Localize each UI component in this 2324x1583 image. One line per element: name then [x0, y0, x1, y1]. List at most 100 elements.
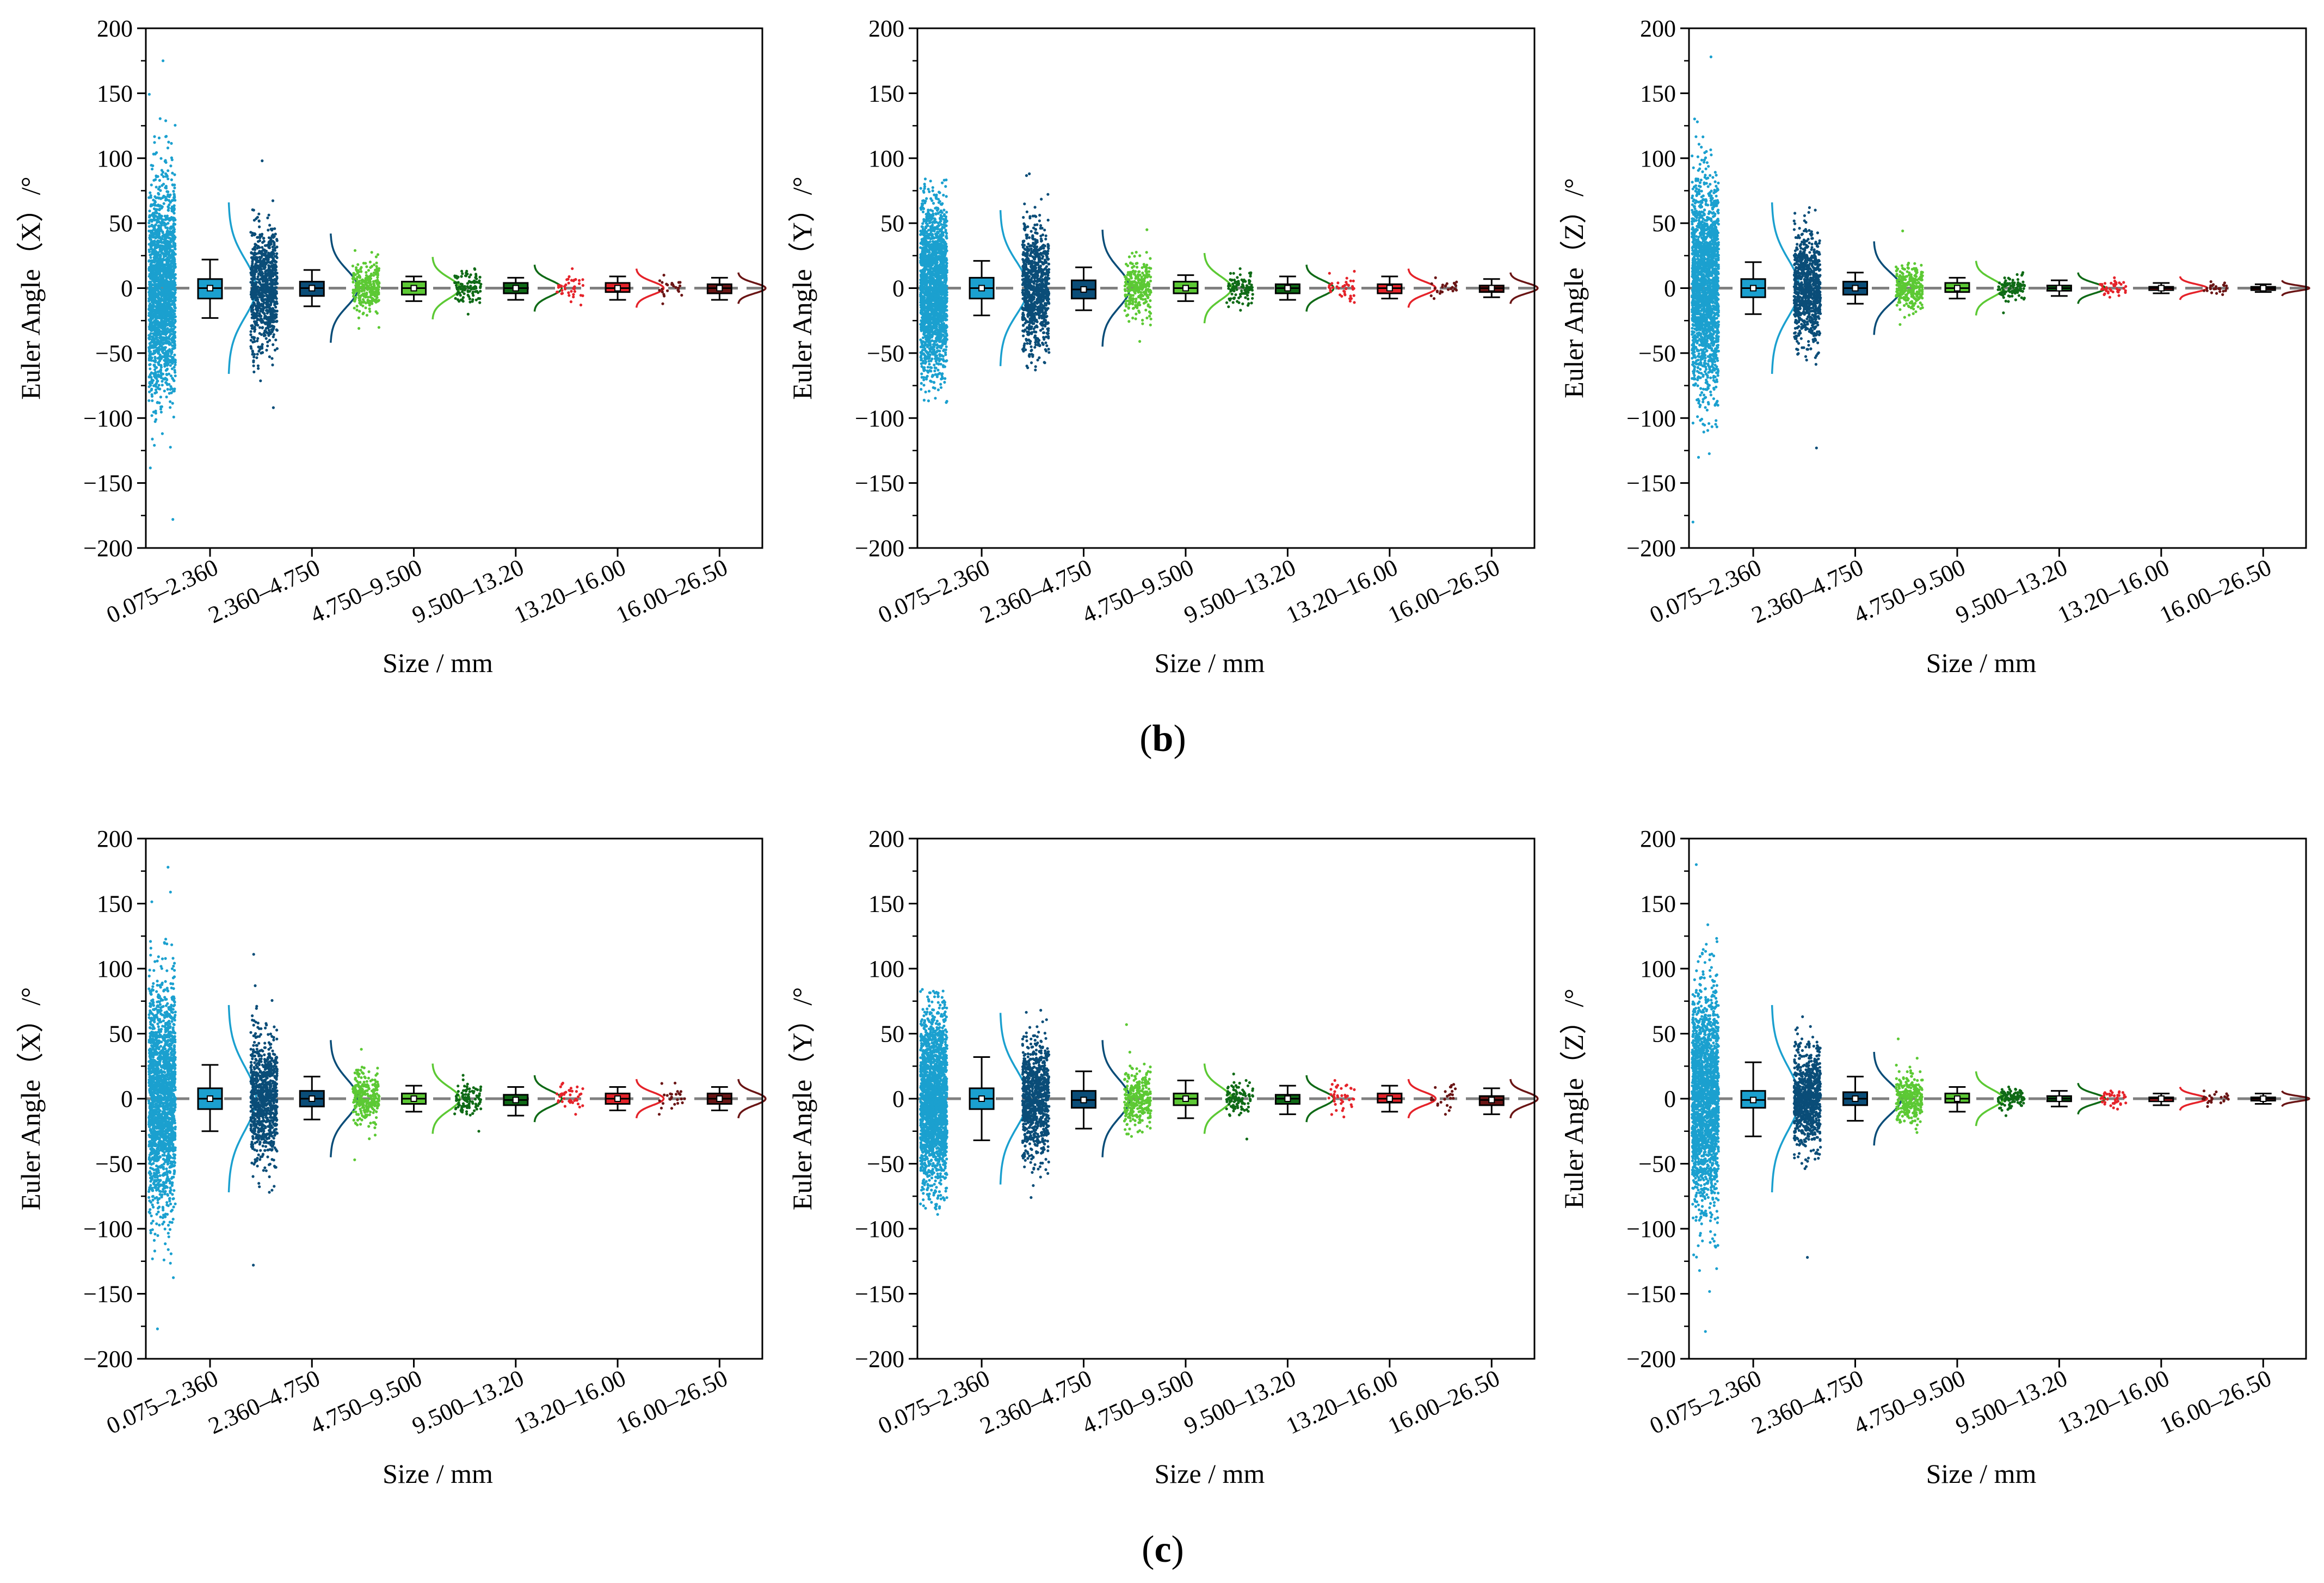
data-point — [169, 446, 172, 449]
data-point — [165, 175, 169, 178]
data-point — [148, 342, 151, 345]
data-point — [468, 290, 471, 293]
data-point — [261, 351, 264, 354]
data-point — [352, 272, 356, 275]
data-point — [273, 260, 276, 263]
data-point — [463, 285, 466, 288]
data-point — [168, 258, 171, 262]
data-point — [922, 352, 925, 355]
data-point — [355, 278, 359, 281]
data-point — [364, 276, 368, 280]
y-tick-label: 0 — [121, 275, 133, 302]
data-point — [266, 305, 269, 309]
data-point — [935, 343, 939, 346]
mean-marker — [309, 285, 316, 292]
data-point — [147, 259, 151, 262]
data-point — [928, 251, 931, 254]
data-point — [172, 241, 175, 244]
data-point — [570, 290, 573, 293]
data-point — [155, 229, 158, 232]
data-point — [155, 151, 158, 155]
data-point — [376, 253, 380, 256]
data-point — [173, 305, 176, 309]
data-point — [564, 287, 567, 291]
data-point — [581, 294, 584, 298]
data-point — [365, 265, 368, 268]
data-point — [473, 268, 477, 271]
data-point — [467, 295, 471, 298]
data-point — [171, 249, 175, 252]
data-point — [164, 236, 167, 239]
data-point — [162, 299, 165, 303]
data-point — [158, 311, 162, 315]
data-point — [661, 291, 664, 294]
data-point — [251, 350, 255, 354]
mean-marker — [716, 285, 723, 292]
data-point — [147, 399, 151, 402]
data-point — [258, 286, 262, 290]
data-point — [557, 286, 560, 289]
data-point — [153, 356, 157, 360]
data-point — [165, 330, 168, 334]
data-point — [366, 285, 369, 288]
data-point — [270, 357, 274, 360]
data-point — [147, 348, 151, 351]
y-tick-label: −100 — [83, 405, 133, 432]
data-point — [172, 322, 175, 325]
data-point — [275, 256, 279, 260]
data-point — [155, 315, 158, 318]
data-point — [272, 252, 275, 255]
data-point — [159, 405, 163, 409]
data-point — [147, 221, 151, 225]
data-point — [168, 203, 171, 206]
data-point — [273, 244, 276, 247]
data-point — [933, 366, 936, 369]
data-point — [147, 325, 151, 329]
data-point — [155, 246, 158, 249]
data-point — [365, 313, 369, 317]
data-point — [169, 218, 172, 221]
data-point — [355, 309, 359, 312]
data-point — [357, 295, 361, 298]
data-point — [161, 261, 164, 264]
data-point — [155, 250, 158, 253]
data-point — [162, 288, 165, 291]
data-point — [157, 296, 160, 299]
data-point — [167, 281, 170, 284]
data-point — [474, 276, 477, 279]
data-point — [162, 290, 165, 294]
data-point — [250, 293, 253, 297]
data-point — [579, 303, 583, 307]
data-point — [249, 271, 252, 274]
data-point — [257, 290, 261, 293]
data-point — [273, 249, 276, 252]
data-point — [266, 281, 269, 284]
data-point — [377, 299, 380, 303]
data-point — [922, 384, 926, 387]
data-point — [173, 173, 176, 176]
data-point — [469, 273, 472, 276]
data-point — [374, 291, 377, 294]
data-point — [150, 183, 153, 187]
data-point — [169, 322, 172, 325]
data-point — [256, 275, 260, 279]
data-point — [254, 286, 257, 289]
data-point — [357, 281, 361, 285]
data-point — [153, 360, 157, 364]
data-point — [167, 177, 170, 181]
data-point — [924, 267, 927, 270]
data-point — [921, 210, 925, 213]
data-point — [256, 247, 259, 250]
data-point — [942, 349, 945, 353]
data-point — [169, 226, 172, 229]
data-point — [258, 239, 261, 242]
data-point — [270, 330, 274, 334]
data-point — [939, 383, 942, 386]
data-point — [152, 216, 156, 219]
data-point — [940, 217, 943, 220]
data-point — [920, 310, 923, 313]
data-point — [158, 178, 161, 182]
data-point — [160, 205, 163, 208]
data-point — [252, 246, 256, 250]
data-point — [942, 208, 946, 212]
